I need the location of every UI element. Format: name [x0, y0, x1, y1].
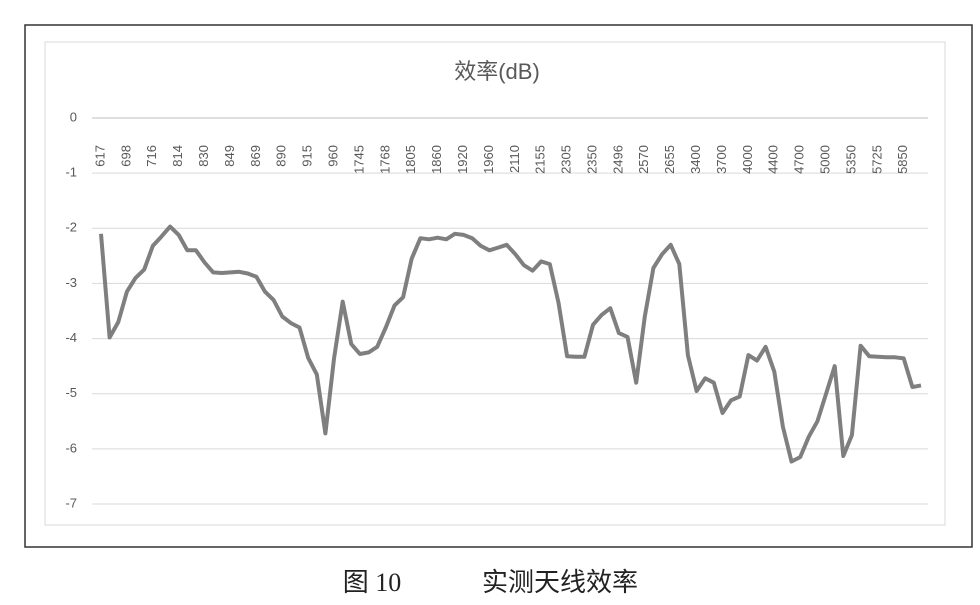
x-tick-label: 1920: [455, 145, 470, 174]
x-tick-label: 698: [118, 145, 133, 167]
x-tick-label: 960: [325, 145, 340, 167]
x-tick-label: 890: [274, 145, 289, 167]
x-tick-label: 1745: [351, 145, 366, 174]
x-tick-label: 830: [196, 145, 211, 167]
x-tick-label: 5350: [843, 145, 858, 174]
x-tick-label: 1805: [403, 145, 418, 174]
x-tick-label: 2570: [636, 145, 651, 174]
x-tick-label: 814: [170, 145, 185, 167]
x-tick-label: 869: [248, 145, 263, 167]
x-tick-label: 5725: [869, 145, 884, 174]
x-tick-label: 915: [300, 145, 315, 167]
x-tick-label: 3700: [714, 145, 729, 174]
y-tick-label: -1: [65, 165, 77, 180]
x-tick-label: 4700: [792, 145, 807, 174]
x-tick-label: 5000: [817, 145, 832, 174]
x-tick-label: 849: [222, 145, 237, 167]
y-tick-label: 0: [70, 109, 77, 124]
figure-label: 图 10: [343, 568, 402, 597]
y-tick-label: -3: [65, 275, 77, 290]
x-tick-label: 4000: [740, 145, 755, 174]
x-tick-label: 4400: [766, 145, 781, 174]
figure-caption: 实测天线效率: [482, 568, 638, 597]
chart-title: 效率(dB): [454, 59, 540, 84]
x-tick-label: 2305: [559, 145, 574, 174]
x-tick-label: 716: [144, 145, 159, 167]
x-tick-label: 5850: [895, 145, 910, 174]
y-tick-label: -6: [65, 440, 77, 455]
x-tick-label: 2496: [610, 145, 625, 174]
x-tick-label: 1860: [429, 145, 444, 174]
data-line: [99, 224, 922, 464]
x-tick-label: 1960: [481, 145, 496, 174]
x-tick-label: 617: [92, 145, 107, 167]
x-tick-label: 2110: [507, 145, 522, 173]
x-tick-label: 3400: [688, 145, 703, 174]
y-tick-label: -5: [65, 385, 77, 400]
y-tick-label: -2: [65, 220, 77, 235]
y-tick-label: -7: [65, 495, 77, 510]
x-tick-label: 2350: [584, 145, 599, 174]
x-tick-label: 2655: [662, 145, 677, 174]
x-tick-label: 2155: [533, 145, 548, 174]
x-tick-label: 1768: [377, 145, 392, 174]
y-tick-label: -4: [65, 330, 77, 345]
